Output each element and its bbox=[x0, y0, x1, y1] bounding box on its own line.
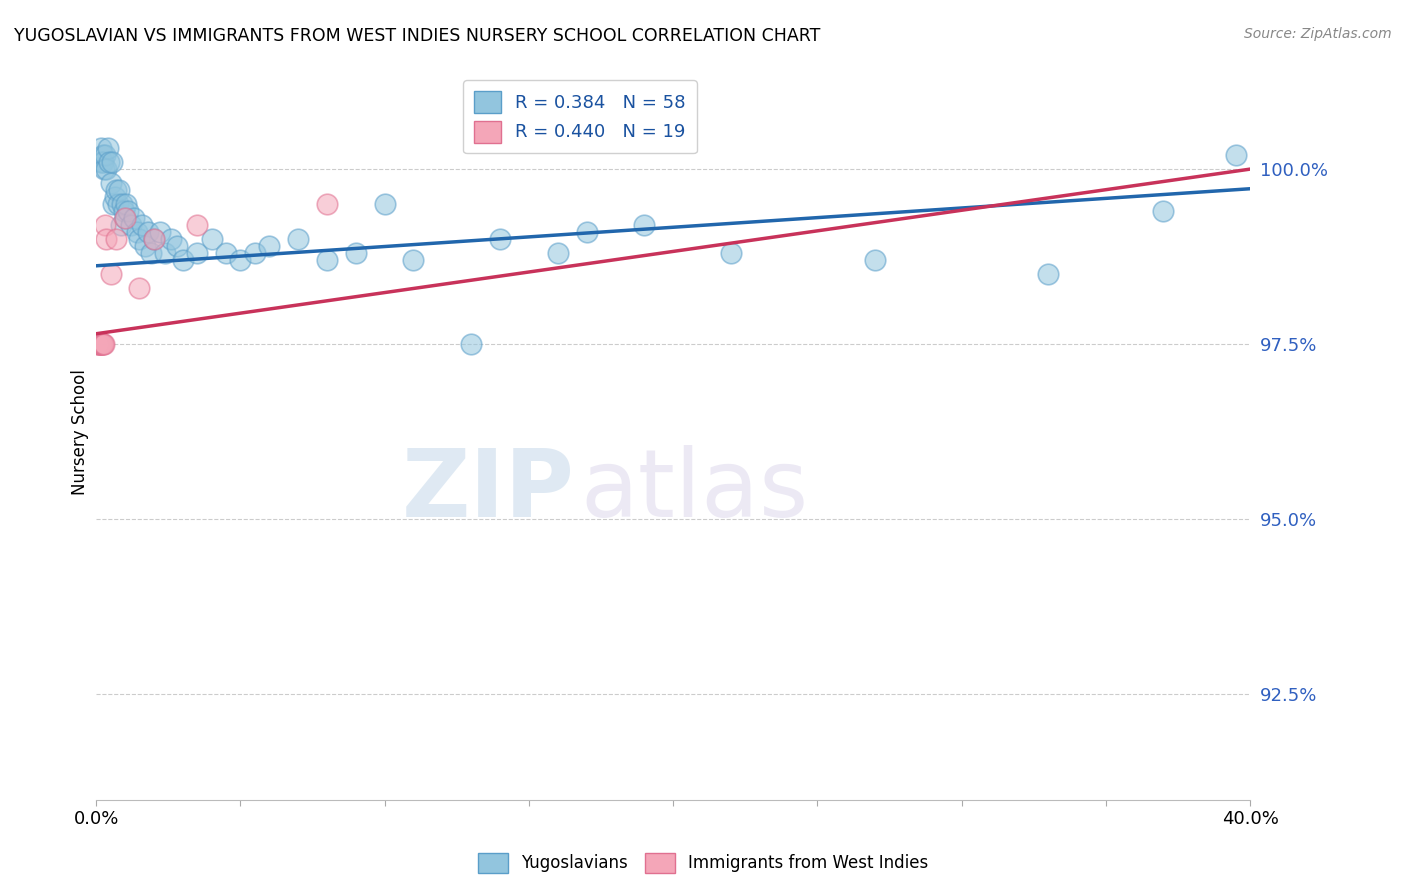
Point bbox=[97, 141, 120, 155]
Point bbox=[100, 267, 122, 281]
Point bbox=[89, 337, 111, 351]
Point bbox=[316, 253, 339, 268]
Point bbox=[110, 218, 132, 232]
Point bbox=[101, 155, 124, 169]
Point bbox=[89, 337, 111, 351]
Point bbox=[160, 232, 183, 246]
Point bbox=[86, 337, 108, 351]
Point bbox=[142, 232, 165, 246]
Point bbox=[108, 183, 131, 197]
Point bbox=[1225, 148, 1247, 162]
Point bbox=[107, 197, 129, 211]
Point bbox=[103, 197, 125, 211]
Point bbox=[91, 148, 114, 162]
Point bbox=[117, 204, 139, 219]
Legend: Yugoslavians, Immigrants from West Indies: Yugoslavians, Immigrants from West Indie… bbox=[471, 847, 935, 880]
Point bbox=[402, 253, 425, 268]
Point bbox=[259, 239, 281, 253]
Point bbox=[96, 162, 118, 177]
Point bbox=[243, 246, 266, 260]
Point bbox=[89, 155, 111, 169]
Point bbox=[93, 337, 115, 351]
Point bbox=[115, 197, 138, 211]
Point bbox=[489, 232, 512, 246]
Point bbox=[91, 337, 114, 351]
Point bbox=[139, 246, 162, 260]
Point bbox=[93, 337, 115, 351]
Point bbox=[87, 337, 110, 351]
Point bbox=[229, 253, 252, 268]
Point bbox=[547, 246, 569, 260]
Point bbox=[128, 232, 150, 246]
Text: atlas: atlas bbox=[581, 444, 808, 537]
Point bbox=[104, 190, 127, 204]
Point bbox=[90, 141, 112, 155]
Point bbox=[87, 337, 110, 351]
Point bbox=[186, 246, 208, 260]
Point bbox=[114, 211, 136, 226]
Text: YUGOSLAVIAN VS IMMIGRANTS FROM WEST INDIES NURSERY SCHOOL CORRELATION CHART: YUGOSLAVIAN VS IMMIGRANTS FROM WEST INDI… bbox=[14, 27, 821, 45]
Point bbox=[105, 183, 128, 197]
Point bbox=[460, 337, 482, 351]
Point bbox=[374, 197, 396, 211]
Point bbox=[200, 232, 222, 246]
Point bbox=[155, 246, 177, 260]
Point bbox=[90, 337, 112, 351]
Point bbox=[114, 211, 136, 226]
Point bbox=[287, 232, 309, 246]
Y-axis label: Nursery School: Nursery School bbox=[72, 369, 89, 495]
Point bbox=[93, 162, 115, 177]
Point bbox=[215, 246, 238, 260]
Text: Source: ZipAtlas.com: Source: ZipAtlas.com bbox=[1244, 27, 1392, 41]
Point bbox=[166, 239, 188, 253]
Point bbox=[91, 155, 114, 169]
Point bbox=[94, 148, 117, 162]
Point bbox=[91, 337, 114, 351]
Point bbox=[100, 176, 122, 190]
Point bbox=[633, 218, 655, 232]
Text: ZIP: ZIP bbox=[402, 444, 575, 537]
Point bbox=[125, 225, 148, 239]
Legend: R = 0.384   N = 58, R = 0.440   N = 19: R = 0.384 N = 58, R = 0.440 N = 19 bbox=[463, 80, 696, 153]
Point bbox=[111, 197, 134, 211]
Point bbox=[105, 232, 128, 246]
Point bbox=[720, 246, 742, 260]
Point bbox=[149, 225, 172, 239]
Point bbox=[93, 155, 115, 169]
Point bbox=[96, 232, 118, 246]
Point bbox=[344, 246, 367, 260]
Point bbox=[98, 155, 121, 169]
Point bbox=[112, 204, 135, 219]
Point bbox=[94, 218, 117, 232]
Point bbox=[186, 218, 208, 232]
Point bbox=[575, 225, 598, 239]
Point bbox=[172, 253, 194, 268]
Point bbox=[120, 218, 142, 232]
Point bbox=[131, 218, 153, 232]
Point bbox=[128, 281, 150, 295]
Point bbox=[136, 225, 159, 239]
Point bbox=[863, 253, 886, 268]
Point bbox=[142, 232, 165, 246]
Point bbox=[1153, 204, 1175, 219]
Point bbox=[122, 211, 145, 226]
Point bbox=[1036, 267, 1059, 281]
Point bbox=[316, 197, 339, 211]
Point bbox=[134, 239, 156, 253]
